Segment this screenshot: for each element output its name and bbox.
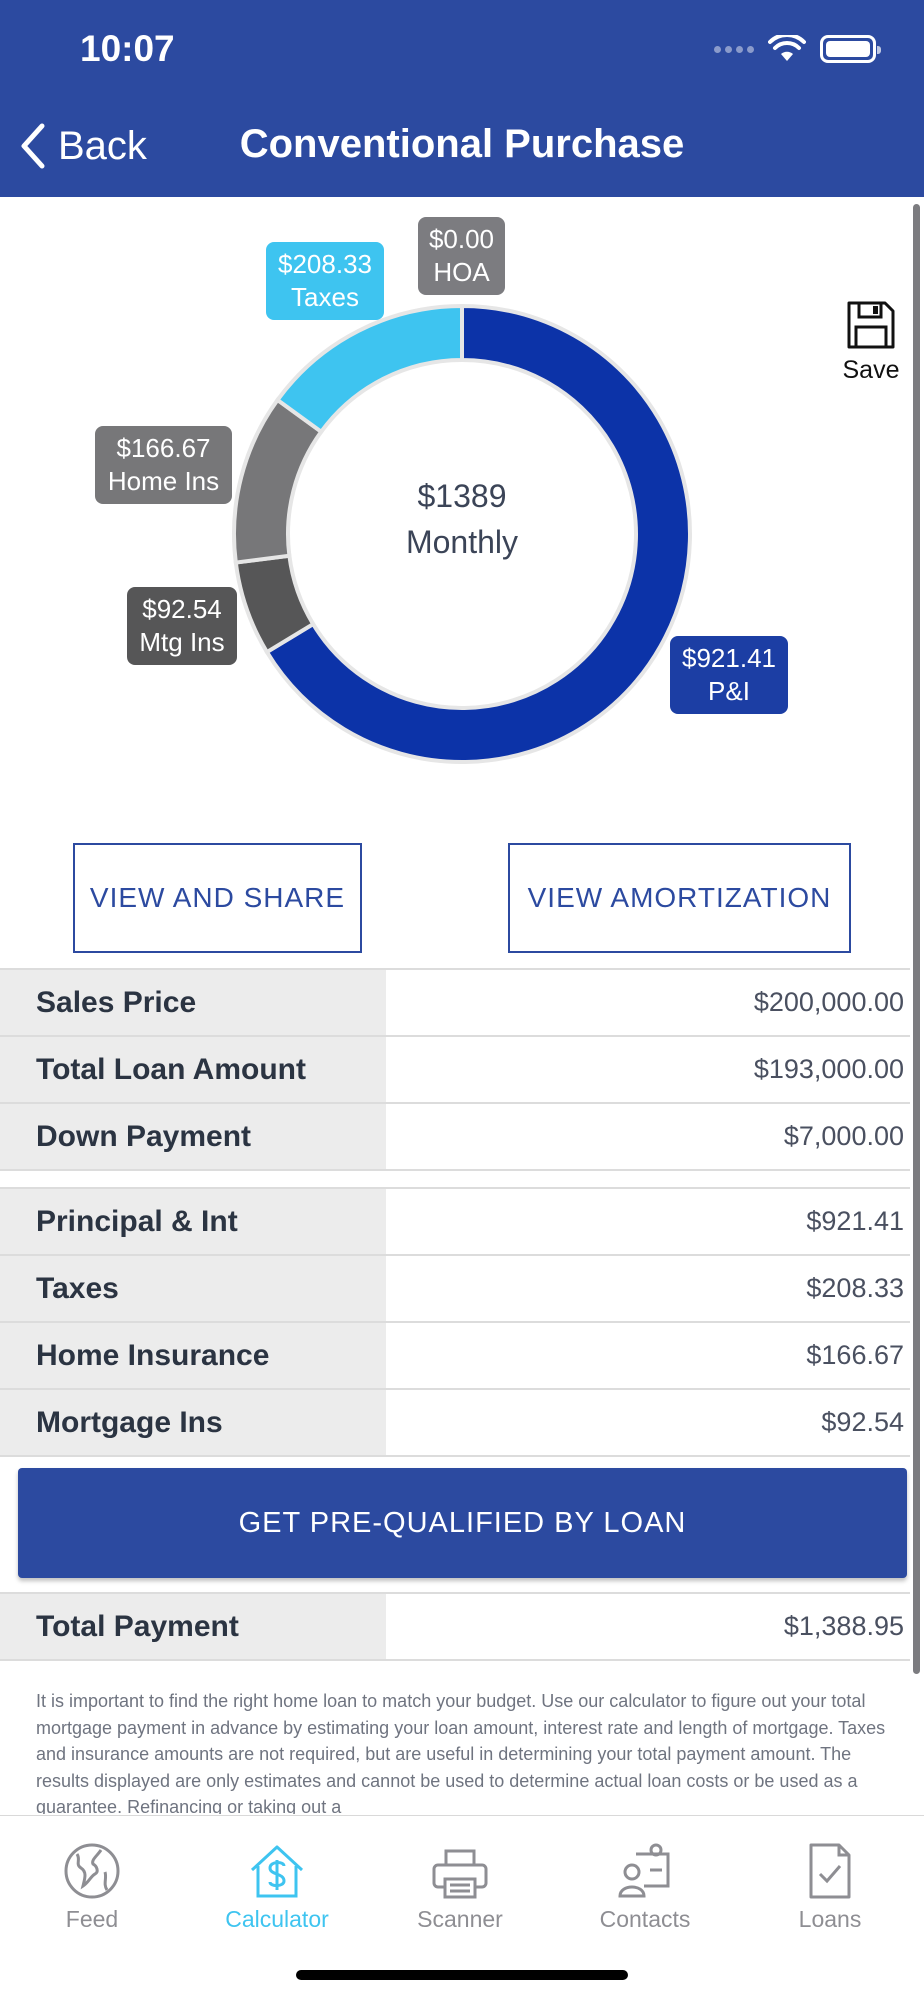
printer-icon bbox=[432, 1849, 488, 1899]
row-value[interactable]: $200,000.00 bbox=[753, 987, 904, 1017]
status-icons bbox=[714, 32, 881, 66]
tab-contacts[interactable]: Contacts bbox=[565, 1830, 725, 1933]
chart-label-pi-value: $921.41 bbox=[682, 643, 776, 673]
total-payment-value: $1,388.95 bbox=[783, 1611, 904, 1641]
page-title: Conventional Purchase bbox=[0, 122, 924, 167]
document-check-icon bbox=[809, 1843, 851, 1899]
chart-label-mtg-ins: $92.54 Mtg Ins bbox=[127, 587, 237, 665]
row-value[interactable]: $208.33 bbox=[806, 1273, 904, 1303]
chart-label-hoa: $0.00 HOA bbox=[418, 217, 505, 295]
total-payment-label: Total Payment bbox=[0, 1594, 386, 1659]
tab-feed[interactable]: Feed bbox=[12, 1830, 172, 1933]
row-value[interactable]: $166.67 bbox=[806, 1340, 904, 1370]
wifi-icon bbox=[768, 35, 806, 61]
chart-label-home-ins-name: Home Ins bbox=[107, 466, 220, 496]
donut-slice-taxes bbox=[274, 303, 464, 435]
back-label: Back bbox=[58, 123, 147, 168]
row-label: Principal & Int bbox=[0, 1189, 386, 1254]
floppy-disk-icon bbox=[847, 301, 895, 349]
table-row: Mortgage Ins $92.54 bbox=[0, 1390, 910, 1457]
row-label: Home Insurance bbox=[0, 1323, 386, 1388]
donut-slice-p-i bbox=[264, 303, 692, 764]
page-title-text: Conventional Purchase bbox=[239, 122, 685, 166]
chevron-left-icon bbox=[21, 123, 45, 169]
tab-feed-label: Feed bbox=[65, 1906, 119, 1932]
row-value[interactable]: $7,000.00 bbox=[783, 1121, 904, 1151]
status-time: 10:07 bbox=[80, 28, 175, 69]
chart-label-mtg-ins-name: Mtg Ins bbox=[139, 627, 225, 657]
table-row: Total Loan Amount $193,000.00 bbox=[0, 1037, 910, 1104]
tab-contacts-label: Contacts bbox=[599, 1906, 691, 1932]
save-label: Save bbox=[842, 356, 900, 384]
row-label: Taxes bbox=[0, 1256, 386, 1321]
table-row: Sales Price $200,000.00 bbox=[0, 970, 910, 1037]
row-label: Mortgage Ins bbox=[0, 1390, 386, 1455]
table-row: Total Payment $1,388.95 bbox=[0, 1594, 910, 1661]
tab-scanner[interactable]: Scanner bbox=[380, 1830, 540, 1933]
table-row: Down Payment $7,000.00 bbox=[0, 1104, 910, 1171]
disclaimer-text: It is important to find the right home l… bbox=[36, 1691, 886, 1814]
row-label: Total Loan Amount bbox=[0, 1037, 386, 1102]
row-value[interactable]: $921.41 bbox=[806, 1206, 904, 1236]
calculator-house-icon bbox=[250, 1845, 304, 1898]
monthly-total-value: $1389 bbox=[417, 478, 507, 514]
payment-breakdown-table: Principal & Int $921.41 Taxes $208.33 Ho… bbox=[0, 1187, 910, 1457]
chart-label-taxes-name: Taxes bbox=[291, 282, 359, 312]
nav-header: 10:07 Back Conventional Purchase bbox=[0, 0, 924, 197]
contacts-icon bbox=[618, 1843, 670, 1898]
tab-bar: Feed Calculator Scanner bbox=[0, 1815, 924, 2000]
chart-label-hoa-name: HOA bbox=[433, 257, 490, 287]
chart-label-hoa-value: $0.00 bbox=[428, 224, 495, 254]
get-prequalified-button[interactable]: GET PRE-QUALIFIED BY LOAN bbox=[18, 1468, 907, 1578]
table-row: Principal & Int $921.41 bbox=[0, 1189, 910, 1256]
row-label: Sales Price bbox=[0, 970, 386, 1035]
view-and-share-button[interactable]: VIEW AND SHARE bbox=[73, 843, 362, 953]
chart-label-home-ins: $166.67 Home Ins bbox=[95, 426, 232, 504]
tab-calculator[interactable]: Calculator bbox=[197, 1830, 357, 1933]
chart-label-taxes: $208.33 Taxes bbox=[266, 242, 384, 320]
chart-label-pi: $921.41 P&I bbox=[670, 636, 788, 714]
globe-icon bbox=[64, 1843, 120, 1899]
row-value[interactable]: $92.54 bbox=[821, 1407, 904, 1437]
row-label: Down Payment bbox=[0, 1104, 386, 1169]
tab-loans[interactable]: Loans bbox=[750, 1830, 910, 1933]
home-indicator bbox=[296, 1970, 628, 1980]
payment-donut-chart bbox=[232, 303, 692, 764]
table-row: Taxes $208.33 bbox=[0, 1256, 910, 1323]
chart-label-pi-name: P&I bbox=[708, 676, 750, 706]
total-payment-table: Total Payment $1,388.95 bbox=[0, 1592, 910, 1661]
monthly-total-label: Monthly bbox=[405, 524, 519, 560]
row-value[interactable]: $193,000.00 bbox=[753, 1054, 904, 1084]
back-button[interactable]: Back bbox=[20, 118, 147, 174]
tab-loans-label: Loans bbox=[798, 1906, 862, 1932]
tab-calculator-label: Calculator bbox=[225, 1906, 329, 1932]
chart-label-taxes-value: $208.33 bbox=[278, 249, 372, 279]
chart-label-mtg-ins-value: $92.54 bbox=[142, 594, 222, 624]
scrollbar[interactable] bbox=[913, 204, 920, 1674]
chart-label-home-ins-value: $166.67 bbox=[116, 433, 211, 463]
view-amortization-button[interactable]: VIEW AMORTIZATION bbox=[508, 843, 851, 953]
save-button[interactable]: Save bbox=[836, 300, 906, 385]
battery-icon bbox=[820, 35, 881, 63]
table-row: Home Insurance $166.67 bbox=[0, 1323, 910, 1390]
loan-summary-table: Sales Price $200,000.00 Total Loan Amoun… bbox=[0, 968, 910, 1171]
cell-signal-icon bbox=[714, 45, 754, 53]
tab-scanner-label: Scanner bbox=[417, 1906, 503, 1932]
